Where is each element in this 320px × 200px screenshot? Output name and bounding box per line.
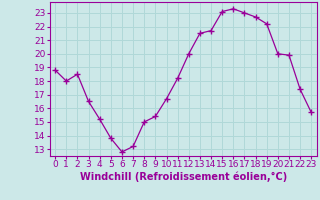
X-axis label: Windchill (Refroidissement éolien,°C): Windchill (Refroidissement éolien,°C) xyxy=(80,172,287,182)
